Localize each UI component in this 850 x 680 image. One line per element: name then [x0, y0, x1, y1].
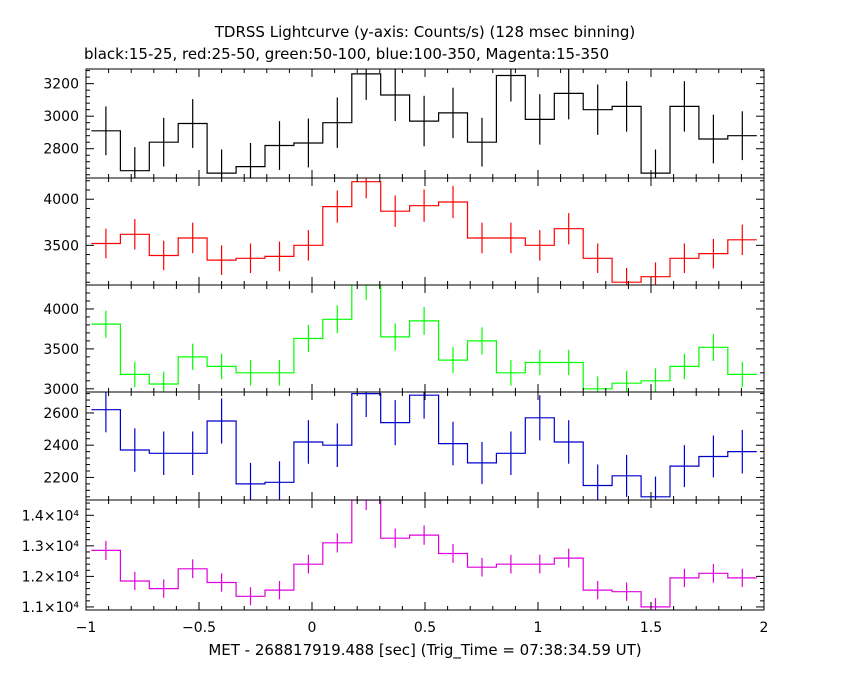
x-axis: −1 −0.5 0 0.5 1 1.5 2: [76, 620, 769, 636]
panels-group: 2800 3000 3200 3500 4000 3000 3500 4000 2200 2400…: [22, 68, 765, 616]
y-tick-label: 1.2×10⁴: [22, 569, 80, 585]
x-tick-label: 1: [534, 620, 543, 636]
panel-data: [91, 285, 757, 392]
y-tick-label: 1.3×10⁴: [22, 539, 80, 555]
y-tick-label: 3000: [43, 109, 79, 125]
y-tick-label: 3500: [43, 238, 79, 254]
chart-subtitle: black:15-25, red:25-50, green:50-100, bl…: [84, 45, 609, 63]
x-tick-label: 0: [308, 620, 317, 636]
panel-frame: [85, 284, 765, 393]
panel-frame: [85, 499, 765, 611]
panel-2: 3000 3500 4000: [43, 284, 765, 398]
x-tick-label: 2: [760, 620, 769, 636]
x-tick-label: 0.5: [414, 620, 436, 636]
panel-0: 2800 3000 3200: [43, 68, 765, 179]
step-line-1: [91, 181, 757, 283]
panel-data: [91, 69, 757, 178]
panel-frame: [85, 391, 765, 501]
y-tick-label: 3500: [43, 342, 79, 358]
chart-title: TDRSS Lightcurve (y-axis: Counts/s) (128…: [214, 23, 635, 41]
y-tick-label: 3000: [43, 382, 79, 398]
y-tick-label: 2600: [43, 406, 79, 422]
y-tick-label: 4000: [43, 192, 79, 208]
y-tick-label: 1.1×10⁴: [22, 600, 80, 616]
panel-data: [91, 500, 757, 610]
panel-data: [91, 392, 757, 500]
panel-3: 2200 2400 2600: [43, 391, 765, 501]
y-tick-label: 4000: [43, 302, 79, 318]
panel-data: [91, 178, 757, 285]
x-axis-label: MET - 268817919.488 [sec] (Trig_Time = 0…: [208, 641, 641, 660]
y-tick-label: 3200: [43, 77, 79, 93]
panel-4: 1.1×10⁴ 1.2×10⁴ 1.3×10⁴ 1.4×10⁴: [22, 499, 765, 616]
panel-1: 3500 4000: [43, 177, 765, 286]
x-tick-label: 1.5: [640, 620, 662, 636]
y-tick-label: 1.4×10⁴: [22, 508, 80, 524]
x-tick-label: −1: [76, 620, 97, 636]
step-line-2: [91, 285, 757, 390]
step-line-3: [91, 393, 757, 498]
step-line-4: [91, 500, 757, 608]
panel-frame: [85, 177, 765, 286]
y-tick-label: 2200: [43, 470, 79, 486]
y-tick-label: 2400: [43, 438, 79, 454]
x-tick-label: −0.5: [182, 620, 216, 636]
y-tick-label: 2800: [43, 142, 79, 158]
